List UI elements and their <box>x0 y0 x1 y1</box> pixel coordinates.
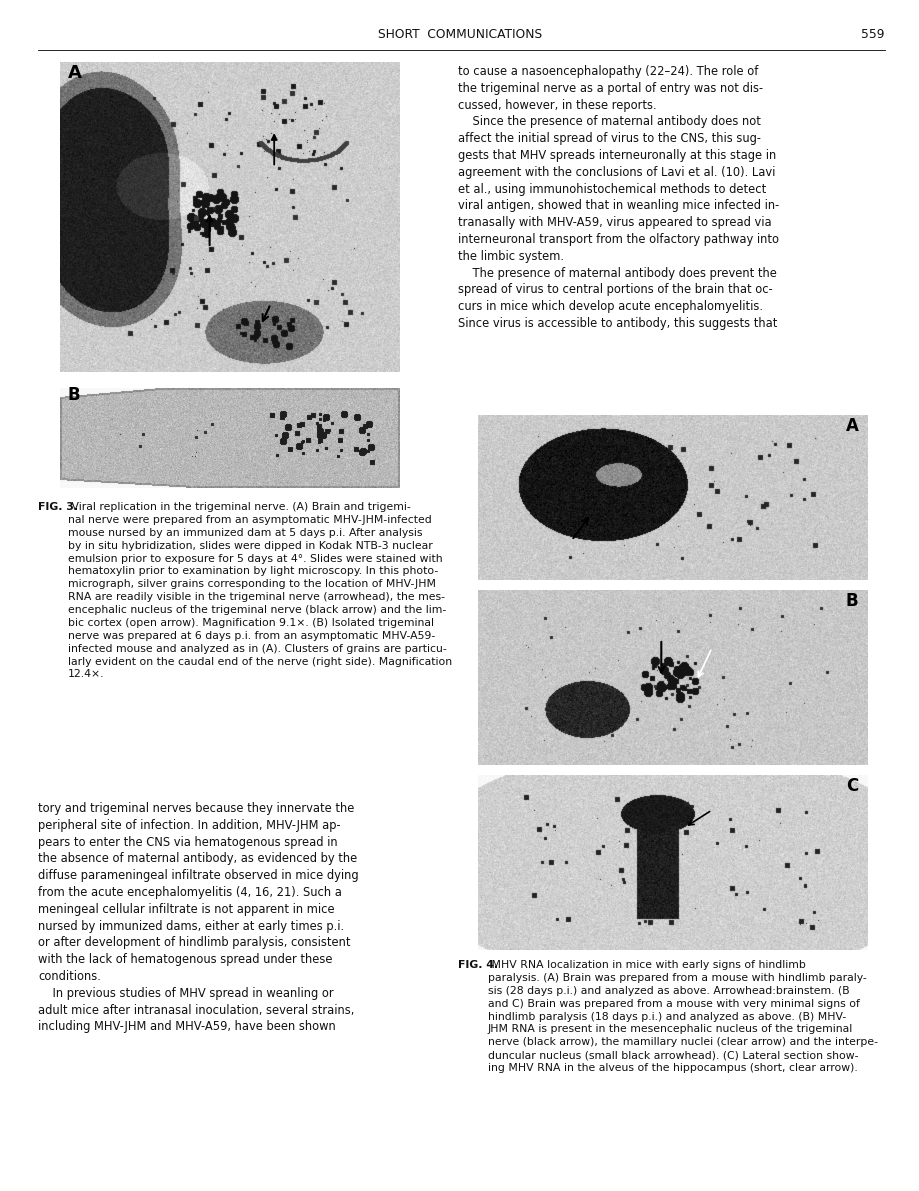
Text: FIG. 3.: FIG. 3. <box>38 501 78 512</box>
Text: FIG. 4.: FIG. 4. <box>458 960 497 969</box>
Text: tory and trigeminal nerves because they innervate the
peripheral site of infecti: tory and trigeminal nerves because they … <box>38 802 358 1034</box>
Text: B: B <box>68 386 81 404</box>
Text: MHV RNA localization in mice with early signs of hindlimb
paralysis. (A) Brain w: MHV RNA localization in mice with early … <box>487 960 877 1073</box>
Text: SHORT  COMMUNICATIONS: SHORT COMMUNICATIONS <box>378 29 541 42</box>
Text: A: A <box>68 64 82 82</box>
Text: A: A <box>845 417 858 435</box>
Text: B: B <box>845 592 857 610</box>
Text: to cause a nasoencephalopathy (22–24). The role of
the trigeminal nerve as a por: to cause a nasoencephalopathy (22–24). T… <box>458 66 778 330</box>
Text: Viral replication in the trigeminal nerve. (A) Brain and trigemi-
nal nerve were: Viral replication in the trigeminal nerv… <box>68 501 451 679</box>
Text: 559: 559 <box>860 29 884 42</box>
Text: C: C <box>845 777 857 796</box>
